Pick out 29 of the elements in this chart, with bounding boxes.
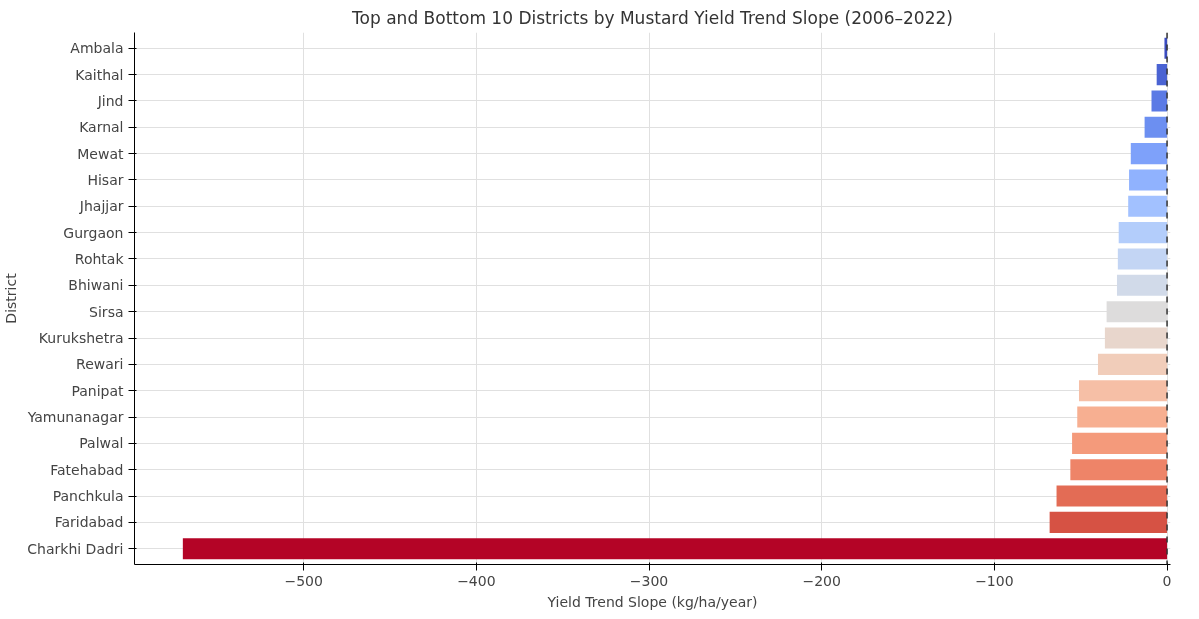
y-tick-label: Mewat	[77, 145, 125, 162]
y-tick-label: Rohtak	[74, 251, 125, 267]
y-axis-title: District	[3, 272, 20, 324]
x-axis-title: Yield Trend Slope (kg/ha/year)	[546, 593, 758, 610]
y-tick-label: Panipat	[71, 382, 125, 399]
y-tick-label: Kaithal	[75, 66, 124, 83]
y-tick-label: Hisar	[87, 171, 124, 188]
y-tick-label: Faridabad	[54, 514, 124, 531]
y-tick-label: Kurukshetra	[38, 330, 124, 346]
y-tick-label: Rewari	[76, 356, 124, 373]
chart-title: Top and Bottom 10 Districts by Mustard Yield Trend Slope (2006–2022)	[351, 7, 953, 28]
y-tick-label: Bhiwani	[68, 277, 124, 294]
y-tick-label: Ambala	[70, 40, 124, 57]
y-tick-label: Karnal	[79, 119, 124, 136]
y-tick-label: Sirsa	[89, 303, 124, 320]
y-tick-label: Charkhi Dadri	[27, 540, 124, 557]
x-tick-label: −400	[457, 572, 496, 589]
y-tick-label: Fatehabad	[50, 461, 124, 478]
x-tick-label: −300	[629, 572, 669, 589]
x-tick-label: −100	[975, 572, 1014, 589]
x-tick-label: −500	[284, 572, 323, 589]
x-tick-label: 0	[1162, 572, 1172, 589]
y-tick-label: Jhajjar	[78, 198, 124, 215]
y-tick-label: Gurgaon	[63, 224, 124, 241]
y-tick-label: Palwal	[79, 435, 124, 452]
y-tick-label: Panchkula	[52, 488, 124, 505]
y-tick-label: Jind	[96, 92, 124, 109]
x-tick-label: −200	[802, 572, 841, 589]
y-tick-label: Yamunanagar	[26, 409, 124, 426]
